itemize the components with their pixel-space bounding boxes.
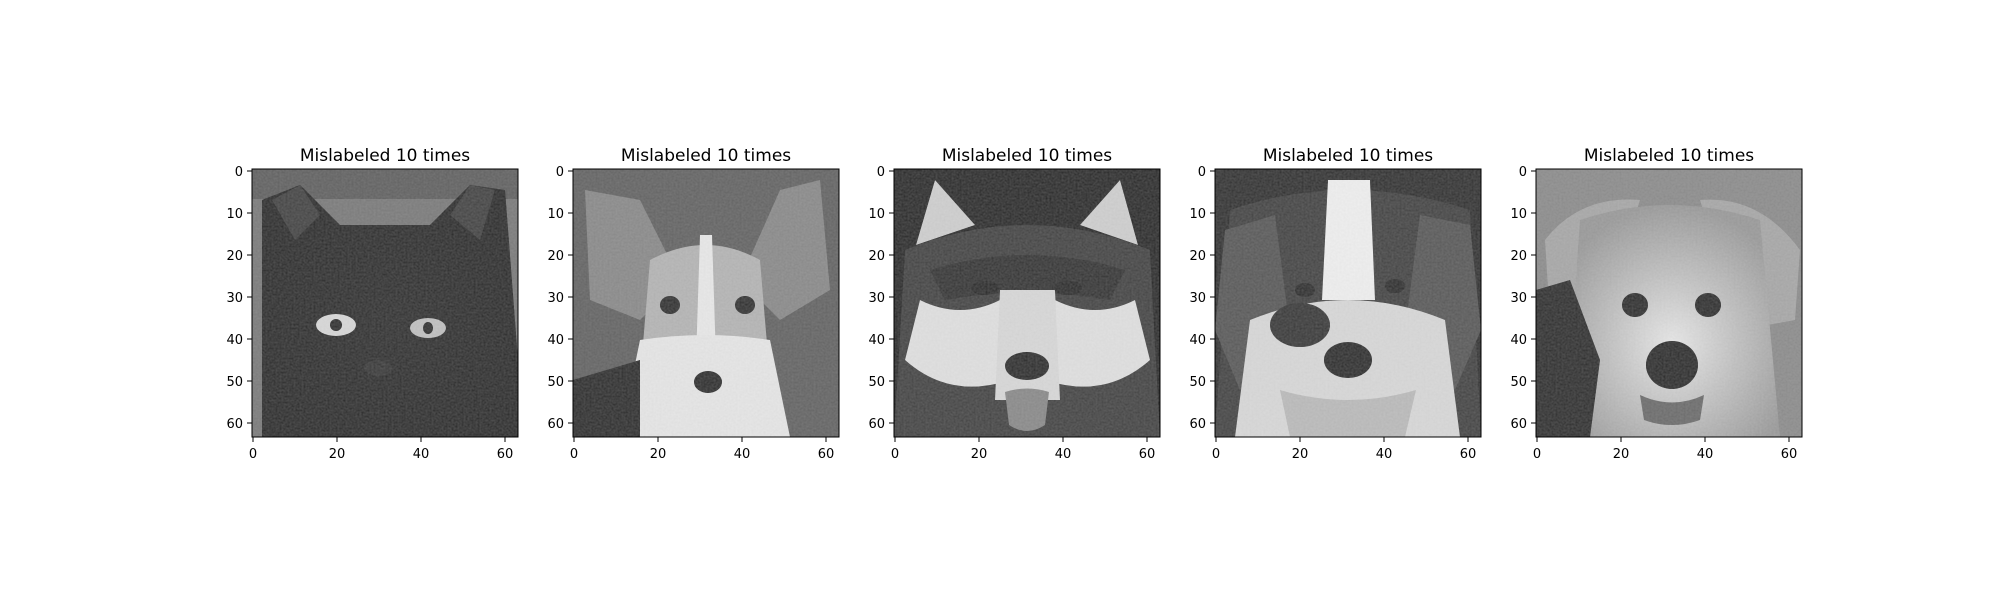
y-tick-label: 0 (556, 165, 564, 180)
x-tick-label: 0 (1533, 447, 1541, 462)
y-tick-label: 60 (547, 417, 564, 432)
x-tick-label: 20 (329, 447, 346, 462)
retriever-image (1536, 169, 1802, 437)
y-tick-label: 50 (547, 375, 564, 390)
x-tick-label: 20 (1292, 447, 1309, 462)
y-axis: 0 10 20 30 40 50 60 (868, 165, 894, 432)
y-tick-label: 50 (226, 375, 243, 390)
x-tick-label: 0 (1212, 447, 1220, 462)
y-tick-label: 20 (868, 249, 885, 264)
papillon-image (573, 169, 839, 437)
y-tick-label: 20 (226, 249, 243, 264)
x-tick-label: 0 (891, 447, 899, 462)
x-tick-label: 40 (1055, 447, 1072, 462)
x-tick-label: 40 (1697, 447, 1714, 462)
y-tick-label: 30 (1189, 291, 1206, 306)
x-tick-label: 60 (818, 447, 835, 462)
x-tick-label: 40 (734, 447, 751, 462)
y-tick-label: 40 (868, 333, 885, 348)
y-tick-label: 0 (235, 165, 243, 180)
y-tick-label: 10 (1189, 207, 1206, 222)
x-tick-label: 60 (1781, 447, 1798, 462)
cat-image (252, 169, 518, 437)
panel-5: Mislabeled 10 times 0 20 40 60 (1510, 146, 1803, 462)
x-axis: 0 20 40 60 (1533, 437, 1797, 462)
y-tick-label: 30 (868, 291, 885, 306)
y-tick-label: 40 (226, 333, 243, 348)
x-tick-label: 60 (1139, 447, 1156, 462)
y-axis: 0 10 20 30 40 50 60 (547, 165, 573, 432)
y-tick-label: 40 (547, 333, 564, 348)
x-tick-label: 20 (971, 447, 988, 462)
y-tick-label: 50 (1510, 375, 1527, 390)
panel-3: Mislabeled 10 times 0 20 40 60 (868, 146, 1161, 462)
y-tick-label: 0 (877, 165, 885, 180)
y-tick-label: 0 (1198, 165, 1206, 180)
axes-frame (893, 168, 1161, 438)
x-axis: 0 20 40 60 (249, 437, 513, 462)
panel-title: Mislabeled 10 times (942, 146, 1112, 166)
y-tick-label: 50 (1189, 375, 1206, 390)
y-tick-label: 30 (1510, 291, 1527, 306)
y-axis: 0 10 20 30 40 50 60 (1510, 165, 1536, 432)
x-tick-label: 0 (249, 447, 257, 462)
y-tick-label: 30 (226, 291, 243, 306)
y-tick-label: 20 (1189, 249, 1206, 264)
y-tick-label: 0 (1519, 165, 1527, 180)
x-tick-label: 40 (413, 447, 430, 462)
x-tick-label: 60 (1460, 447, 1477, 462)
y-axis: 0 10 20 30 40 50 60 (226, 165, 252, 432)
x-tick-label: 60 (497, 447, 514, 462)
y-tick-label: 60 (868, 417, 885, 432)
y-tick-label: 40 (1510, 333, 1527, 348)
panel-title: Mislabeled 10 times (1263, 146, 1433, 166)
y-tick-label: 60 (1189, 417, 1206, 432)
x-axis: 0 20 40 60 (1212, 437, 1476, 462)
y-tick-label: 10 (547, 207, 564, 222)
y-tick-label: 40 (1189, 333, 1206, 348)
y-tick-label: 60 (226, 417, 243, 432)
y-tick-label: 20 (1510, 249, 1527, 264)
y-tick-label: 60 (1510, 417, 1527, 432)
x-axis: 0 20 40 60 (891, 437, 1155, 462)
y-tick-label: 10 (1510, 207, 1527, 222)
panel-4: Mislabeled 10 times 0 20 40 60 (1189, 146, 1482, 462)
y-tick-label: 30 (547, 291, 564, 306)
axes-frame (1214, 168, 1482, 438)
panel-1: Mislabeled 10 times 0 20 40 60 (226, 146, 519, 462)
y-tick-label: 10 (226, 207, 243, 222)
x-tick-label: 40 (1376, 447, 1393, 462)
x-tick-label: 20 (1613, 447, 1630, 462)
axes-frame (572, 168, 840, 438)
panel-title: Mislabeled 10 times (1584, 146, 1754, 166)
panel-2: Mislabeled 10 times 0 20 40 60 (547, 146, 840, 462)
y-axis: 0 10 20 30 40 50 60 (1189, 165, 1215, 432)
saint-bernard-image (1215, 169, 1481, 437)
y-tick-label: 50 (868, 375, 885, 390)
axes-frame (251, 168, 519, 438)
y-tick-label: 20 (547, 249, 564, 264)
x-tick-label: 20 (650, 447, 667, 462)
panel-title: Mislabeled 10 times (621, 146, 791, 166)
x-axis: 0 20 40 60 (570, 437, 834, 462)
husky-image (894, 169, 1160, 437)
x-tick-label: 0 (570, 447, 578, 462)
y-tick-label: 10 (868, 207, 885, 222)
panel-title: Mislabeled 10 times (300, 146, 470, 166)
axes-frame (1535, 168, 1803, 438)
